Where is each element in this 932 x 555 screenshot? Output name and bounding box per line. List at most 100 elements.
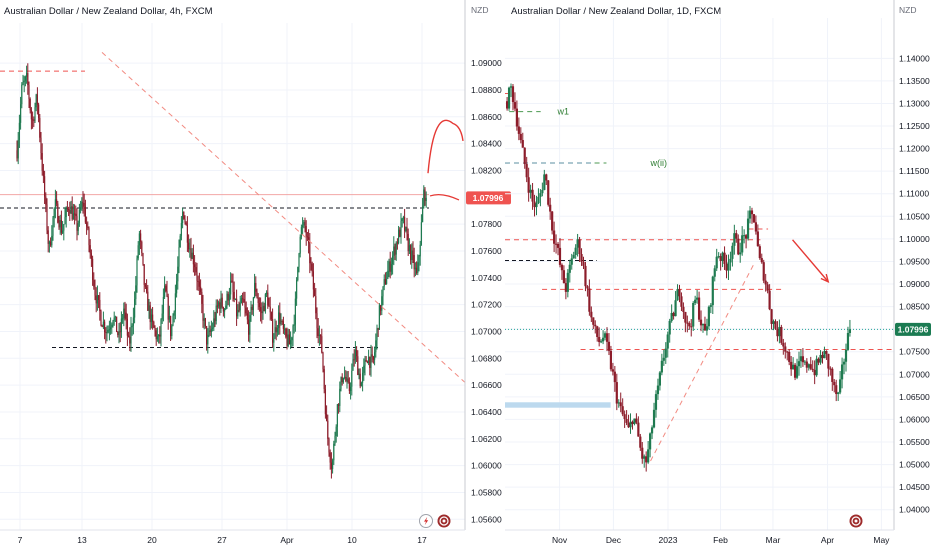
candle [252, 296, 254, 317]
candle [286, 327, 288, 350]
y-tick-label: 1.06600 [471, 380, 502, 390]
candle [47, 226, 49, 253]
candle [417, 254, 419, 276]
candle [208, 321, 210, 338]
candle [179, 233, 181, 248]
left-candles [16, 63, 427, 479]
candle [739, 242, 742, 263]
candle [840, 357, 844, 389]
candle [414, 262, 416, 277]
candle [336, 403, 338, 437]
candle [173, 310, 175, 323]
candle [553, 221, 556, 253]
y-tick-label: 1.08600 [471, 112, 502, 122]
candle [324, 384, 326, 419]
candle [329, 449, 331, 470]
candle [643, 454, 646, 468]
candle [237, 304, 239, 319]
candle [744, 234, 748, 249]
candle [613, 365, 616, 392]
candle [364, 355, 366, 376]
candle [410, 244, 412, 265]
candle [154, 325, 156, 337]
candle [386, 271, 388, 285]
candle [678, 284, 681, 303]
candle [396, 238, 398, 250]
candle [134, 291, 136, 324]
candle [352, 353, 354, 371]
candle [813, 360, 816, 385]
candle [316, 307, 318, 339]
candle [649, 432, 652, 458]
candle [287, 328, 289, 348]
candle [242, 292, 244, 306]
x-tick-label: 2023 [659, 535, 678, 545]
candle [578, 236, 581, 262]
y-tick-label: 1.09000 [899, 279, 930, 289]
candle [330, 452, 332, 479]
candle [348, 377, 350, 394]
candle [210, 320, 212, 338]
candle [829, 366, 832, 376]
y-tick-label: 1.11000 [899, 189, 929, 199]
candle [554, 234, 558, 254]
right-price-tag: 1.07996 [895, 322, 931, 336]
y-tick-label: 1.07400 [471, 273, 502, 283]
candle [255, 276, 257, 297]
candle [84, 199, 86, 224]
candle [652, 402, 656, 429]
candle [701, 323, 705, 333]
trend-line [650, 264, 754, 462]
candle [209, 325, 211, 337]
candle [711, 275, 714, 314]
candle [354, 341, 356, 364]
candle [344, 366, 346, 380]
candle [837, 391, 840, 401]
candle [560, 263, 564, 280]
candle [130, 316, 132, 352]
candle [312, 263, 314, 298]
candle [249, 311, 251, 343]
candle [762, 259, 765, 284]
candle [317, 318, 319, 344]
candle [752, 213, 756, 223]
left-price-tag: 1.07996 [466, 191, 511, 205]
candle [188, 234, 190, 253]
candle [556, 242, 560, 256]
panel-right-1d: w1 w(ii) Australian Dollar / New Zealand … [505, 0, 931, 545]
candle [754, 215, 757, 235]
candle [72, 203, 74, 220]
candle [132, 307, 134, 335]
candle [619, 392, 622, 413]
candle [39, 113, 41, 143]
candle [45, 192, 47, 213]
x-tick-label: Apr [280, 535, 293, 545]
candle [327, 414, 329, 446]
candle [395, 241, 397, 261]
candle [147, 284, 149, 311]
candle [750, 207, 754, 224]
candle [309, 233, 311, 274]
candle [117, 331, 119, 338]
candle [167, 293, 169, 330]
candle [811, 360, 814, 373]
candle [574, 244, 577, 259]
candle [342, 377, 344, 384]
candle [166, 280, 168, 298]
candle [515, 100, 518, 131]
candle [413, 247, 415, 278]
candle [692, 301, 695, 331]
candle [231, 273, 233, 283]
candle [821, 351, 824, 364]
candle [729, 251, 732, 271]
candle [326, 405, 328, 422]
candle [662, 349, 665, 366]
candle [543, 169, 546, 191]
candle [200, 279, 202, 295]
candle [96, 285, 98, 311]
candle [600, 339, 603, 344]
left-lightning-icon[interactable] [419, 514, 433, 528]
left-x-axis: 7 13 20 27 Apr 10 17 [18, 535, 427, 545]
candle [549, 197, 552, 220]
candle [674, 291, 677, 317]
